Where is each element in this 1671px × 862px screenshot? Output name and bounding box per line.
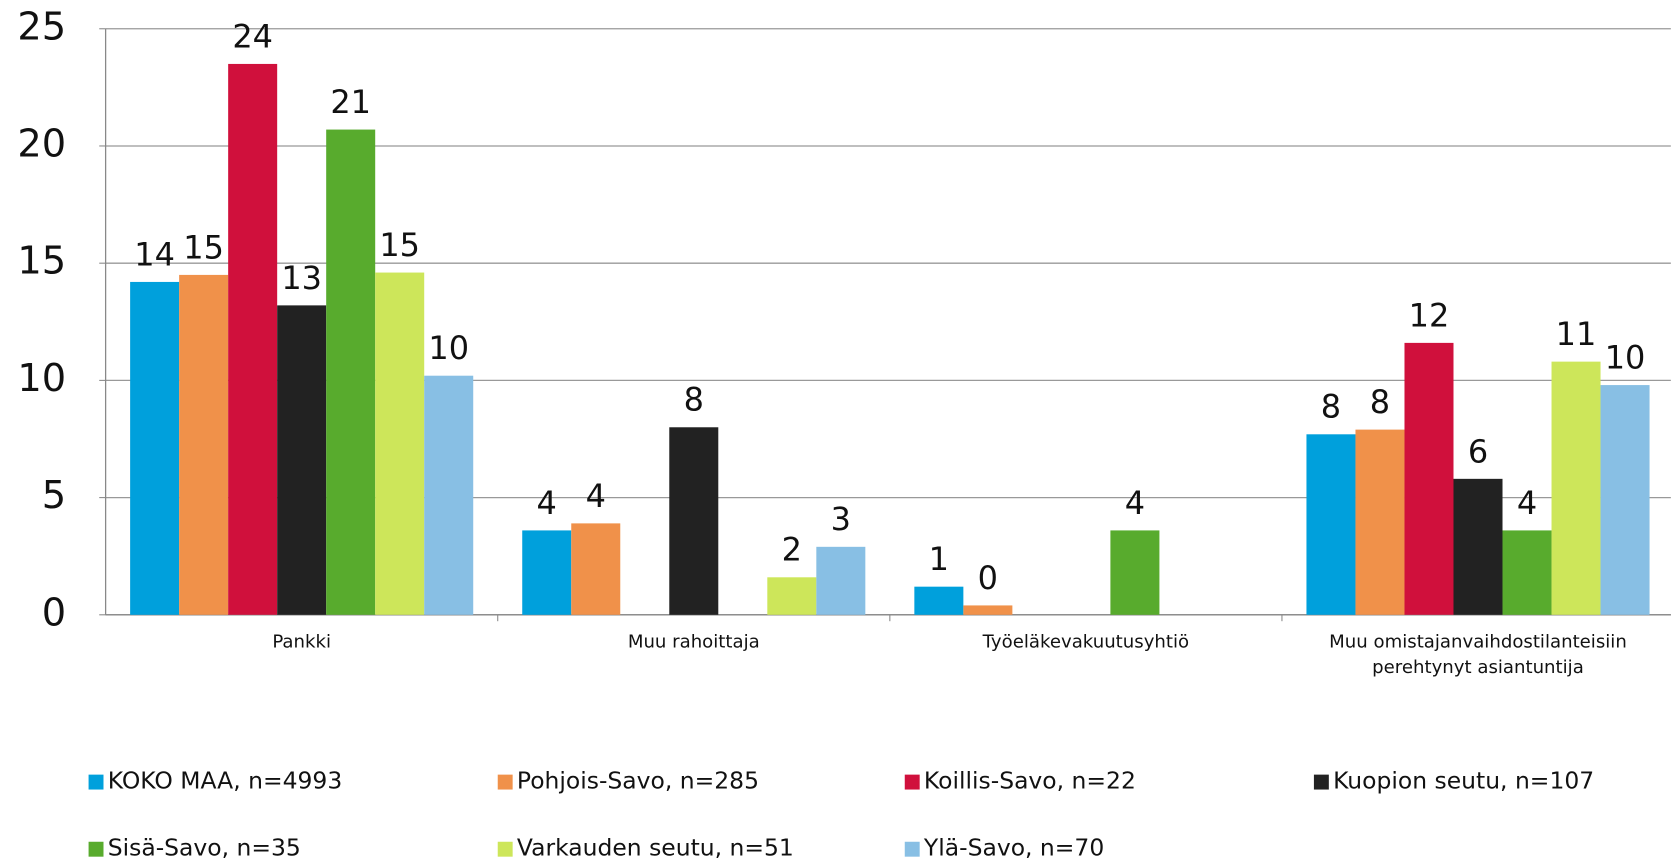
value-label: 8 [1321,388,1341,426]
legend-swatch [904,774,920,790]
x-tick-label: perehtynyt asiantuntija [1372,657,1584,678]
x-tick-label: Pankki [272,632,331,653]
value-label: 21 [330,83,371,121]
value-label: 6 [1468,432,1488,470]
bar [326,129,376,615]
y-tick-label: 20 [17,121,66,166]
value-label: 3 [831,500,851,538]
legend-swatch [1313,774,1329,790]
legend-swatch [497,841,513,857]
value-label: 10 [428,329,469,367]
legend-label: Pohjois-Savo, n=285 [517,767,759,795]
value-label: 1 [929,540,949,578]
bar [914,586,964,615]
bar [1404,342,1454,615]
value-label: 13 [281,259,322,297]
bar [767,577,817,615]
y-tick-label: 10 [17,356,66,401]
bar [1600,385,1650,615]
value-label: 4 [1125,484,1145,522]
y-tick-label: 15 [17,239,66,284]
value-label: 4 [537,484,557,522]
value-label: 14 [134,235,175,273]
bar [963,605,1013,615]
legend-label: Kuopion seutu, n=107 [1333,767,1594,795]
x-tick-label: Työeläkevakuutusyhtiö [982,632,1189,653]
legend-swatch [88,774,104,790]
value-label: 0 [978,559,998,597]
bar [669,427,719,615]
legend-swatch [904,841,920,857]
value-label: 15 [183,228,224,266]
legend-label: Sisä-Savo, n=35 [108,834,301,862]
value-label: 4 [586,477,606,515]
value-label: 2 [782,531,802,569]
value-label: 8 [1370,383,1390,421]
legend-label: KOKO MAA, n=4993 [108,767,343,795]
y-tick-label: 5 [42,473,66,518]
value-label: 8 [684,381,704,419]
value-label: 24 [232,17,273,55]
value-label: 10 [1605,339,1646,377]
bar [179,274,229,615]
value-label: 12 [1409,296,1450,334]
bar [522,530,572,615]
bar [1551,361,1601,615]
value-label: 11 [1556,315,1597,353]
bar [1502,530,1552,615]
bar [375,272,425,615]
bar [1306,434,1356,615]
y-tick-label: 0 [42,590,66,635]
bar [1453,478,1503,615]
legend-swatch [497,774,513,790]
x-tick-label: Muu omistajanvaihdostilanteisiin [1329,632,1627,653]
value-label: 15 [379,226,420,264]
bar [816,546,866,615]
bar [228,63,278,615]
bar [571,523,621,615]
legend-swatch [88,841,104,857]
bar [424,375,474,615]
legend-label: Varkauden seutu, n=51 [517,834,794,862]
legend-label: Koillis-Savo, n=22 [924,767,1136,795]
legend-label: Ylä-Savo, n=70 [923,834,1104,862]
bar [130,281,180,615]
bar [277,305,327,615]
x-tick-label: Muu rahoittaja [628,632,760,653]
value-label: 4 [1517,484,1537,522]
bar [1110,530,1160,615]
bar [1355,429,1405,615]
y-tick-label: 25 [17,4,66,49]
